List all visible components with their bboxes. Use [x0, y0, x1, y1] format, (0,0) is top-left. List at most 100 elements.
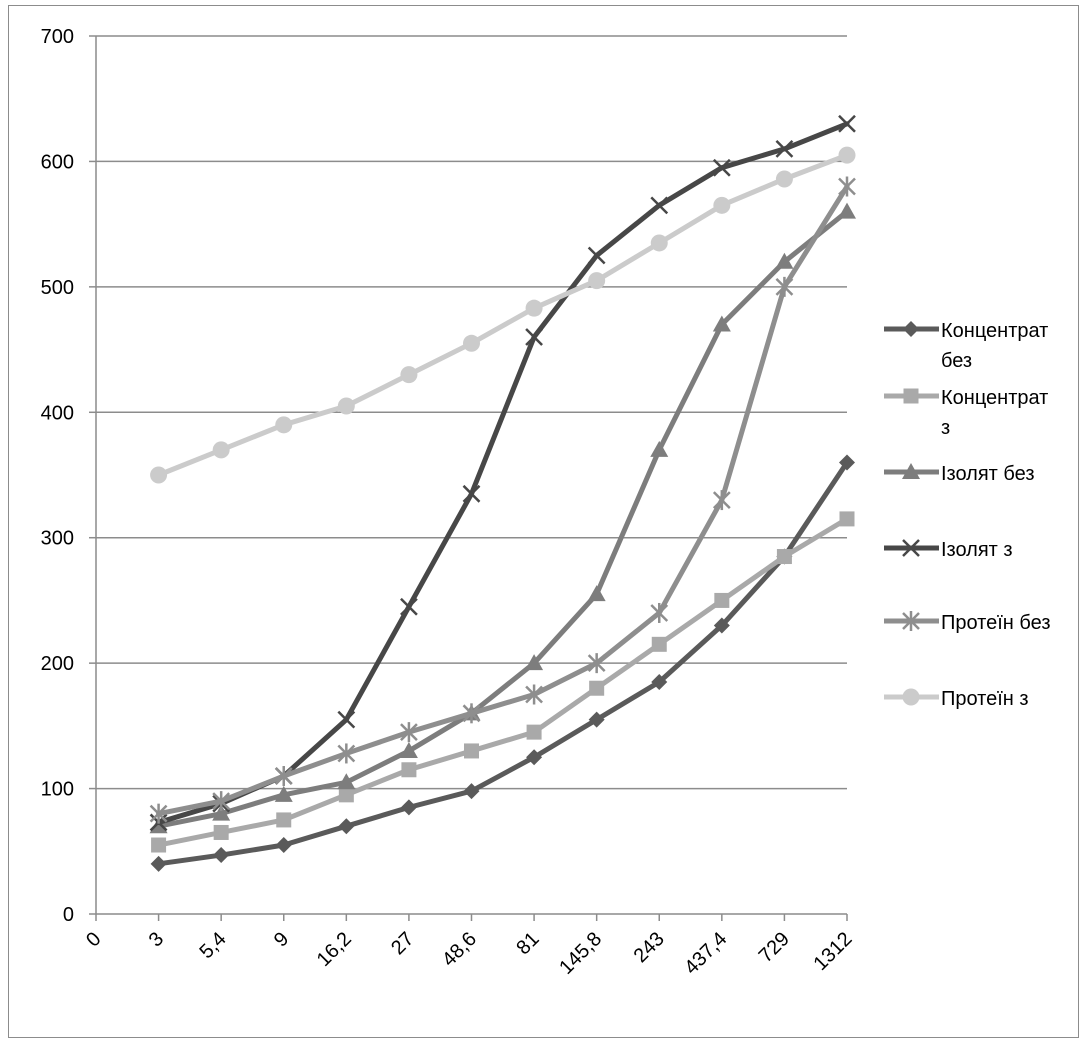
data-point	[149, 803, 168, 824]
x-tick-label: 729	[755, 928, 794, 967]
data-point	[462, 703, 481, 724]
data-point	[775, 276, 794, 297]
data-point	[712, 158, 731, 177]
data-point	[525, 654, 544, 671]
y-tick-label: 700	[41, 26, 74, 48]
data-point	[650, 234, 668, 252]
marker-stroke	[712, 158, 731, 177]
data-point	[650, 602, 669, 623]
legend-item-5: Протеїн без	[884, 611, 1050, 634]
data-point	[775, 252, 794, 269]
marker-stroke	[838, 114, 856, 133]
legend-item-4: Ізолят з	[884, 539, 1013, 561]
data-point	[401, 762, 417, 778]
marker-stroke	[337, 710, 356, 729]
x-tick-label: 145,8	[555, 928, 606, 979]
legend-label: Концентрат	[941, 320, 1048, 342]
data-point	[525, 299, 543, 317]
series-group	[149, 114, 856, 872]
data-point	[275, 416, 293, 434]
x-tick-label: 5,4	[195, 928, 230, 963]
data-point	[839, 454, 855, 471]
data-point	[712, 315, 731, 332]
series-6	[150, 146, 856, 484]
data-point	[651, 636, 667, 652]
series-line	[156, 152, 850, 478]
marker-stroke	[902, 539, 920, 557]
legend-item-2: Концентрат з	[884, 387, 1048, 439]
series-line	[156, 459, 850, 867]
data-point	[337, 743, 356, 764]
series-4	[149, 114, 856, 832]
legend-label: Протеїн без	[941, 612, 1050, 634]
axes	[89, 35, 848, 921]
data-point	[338, 818, 355, 835]
marker-stroke	[775, 140, 794, 158]
y-tick-label: 200	[41, 653, 74, 675]
data-point	[337, 773, 356, 790]
data-point	[775, 140, 794, 158]
data-point	[149, 817, 168, 834]
data-point	[337, 710, 356, 729]
x-tick-label: 48,6	[438, 928, 481, 971]
legend-item-3: Ізолят без	[884, 463, 1035, 485]
marker-stroke	[525, 328, 543, 346]
series-3	[149, 202, 856, 834]
data-point	[714, 592, 730, 608]
series-2	[151, 511, 855, 853]
data-point	[462, 484, 481, 503]
marker-stroke	[650, 196, 669, 215]
x-tick-label: 243	[630, 928, 669, 967]
data-point	[463, 783, 480, 800]
data-point	[587, 246, 606, 265]
legend-label: без	[941, 350, 972, 372]
data-point	[838, 114, 856, 133]
data-point	[525, 328, 543, 346]
data-point	[399, 741, 418, 758]
legend-item-1: Концентрат без	[884, 320, 1048, 372]
data-point	[713, 617, 730, 634]
legend-swatch-marker	[902, 611, 920, 631]
x-tick-label: 9	[270, 928, 293, 951]
legend-label: Ізолят без	[941, 463, 1035, 485]
data-point	[151, 837, 167, 853]
legend-label: з	[941, 417, 950, 439]
data-point	[212, 804, 231, 821]
x-tick-label: 3	[145, 928, 168, 951]
data-point	[650, 196, 669, 215]
y-tick-label: 0	[63, 904, 74, 926]
data-point	[712, 490, 731, 511]
legend-label: Ізолят з	[941, 539, 1013, 561]
data-point	[525, 684, 543, 705]
x-tick-label: 1312	[810, 928, 857, 975]
data-point	[838, 176, 856, 197]
marker-stroke	[587, 246, 606, 265]
data-point	[588, 272, 606, 290]
legend-swatch-marker	[902, 539, 920, 557]
x-axis-tick-labels: 0 3 5,4 9 16,2 27 48,6 81 145,8 243 437,4 729 1312	[82, 928, 856, 979]
data-point	[213, 824, 229, 840]
x-tick-label: 27	[387, 928, 418, 959]
series-line	[156, 184, 850, 817]
data-point	[838, 146, 856, 164]
series-5	[149, 176, 856, 824]
data-point	[526, 749, 543, 766]
legend-swatch-marker	[903, 321, 919, 337]
legend-label: Концентрат	[941, 387, 1048, 409]
legend-swatch-marker	[902, 688, 920, 706]
data-point	[588, 711, 605, 728]
series-line	[156, 516, 850, 848]
data-point	[338, 787, 354, 803]
y-axis-tick-labels: 0 100 200 300 400 500 600 700	[41, 26, 74, 926]
x-tick-label: 16,2	[313, 928, 356, 971]
data-point	[650, 440, 669, 457]
data-point	[463, 334, 480, 352]
data-point	[400, 799, 417, 816]
grid-lines	[96, 35, 847, 790]
data-point	[589, 680, 605, 696]
legend: Концентрат без Концентрат з Ізолят без Ізолят…	[884, 320, 1050, 710]
x-tick-label: 81	[512, 928, 543, 959]
data-point	[776, 549, 792, 565]
data-point	[713, 196, 731, 214]
data-point	[275, 837, 292, 854]
